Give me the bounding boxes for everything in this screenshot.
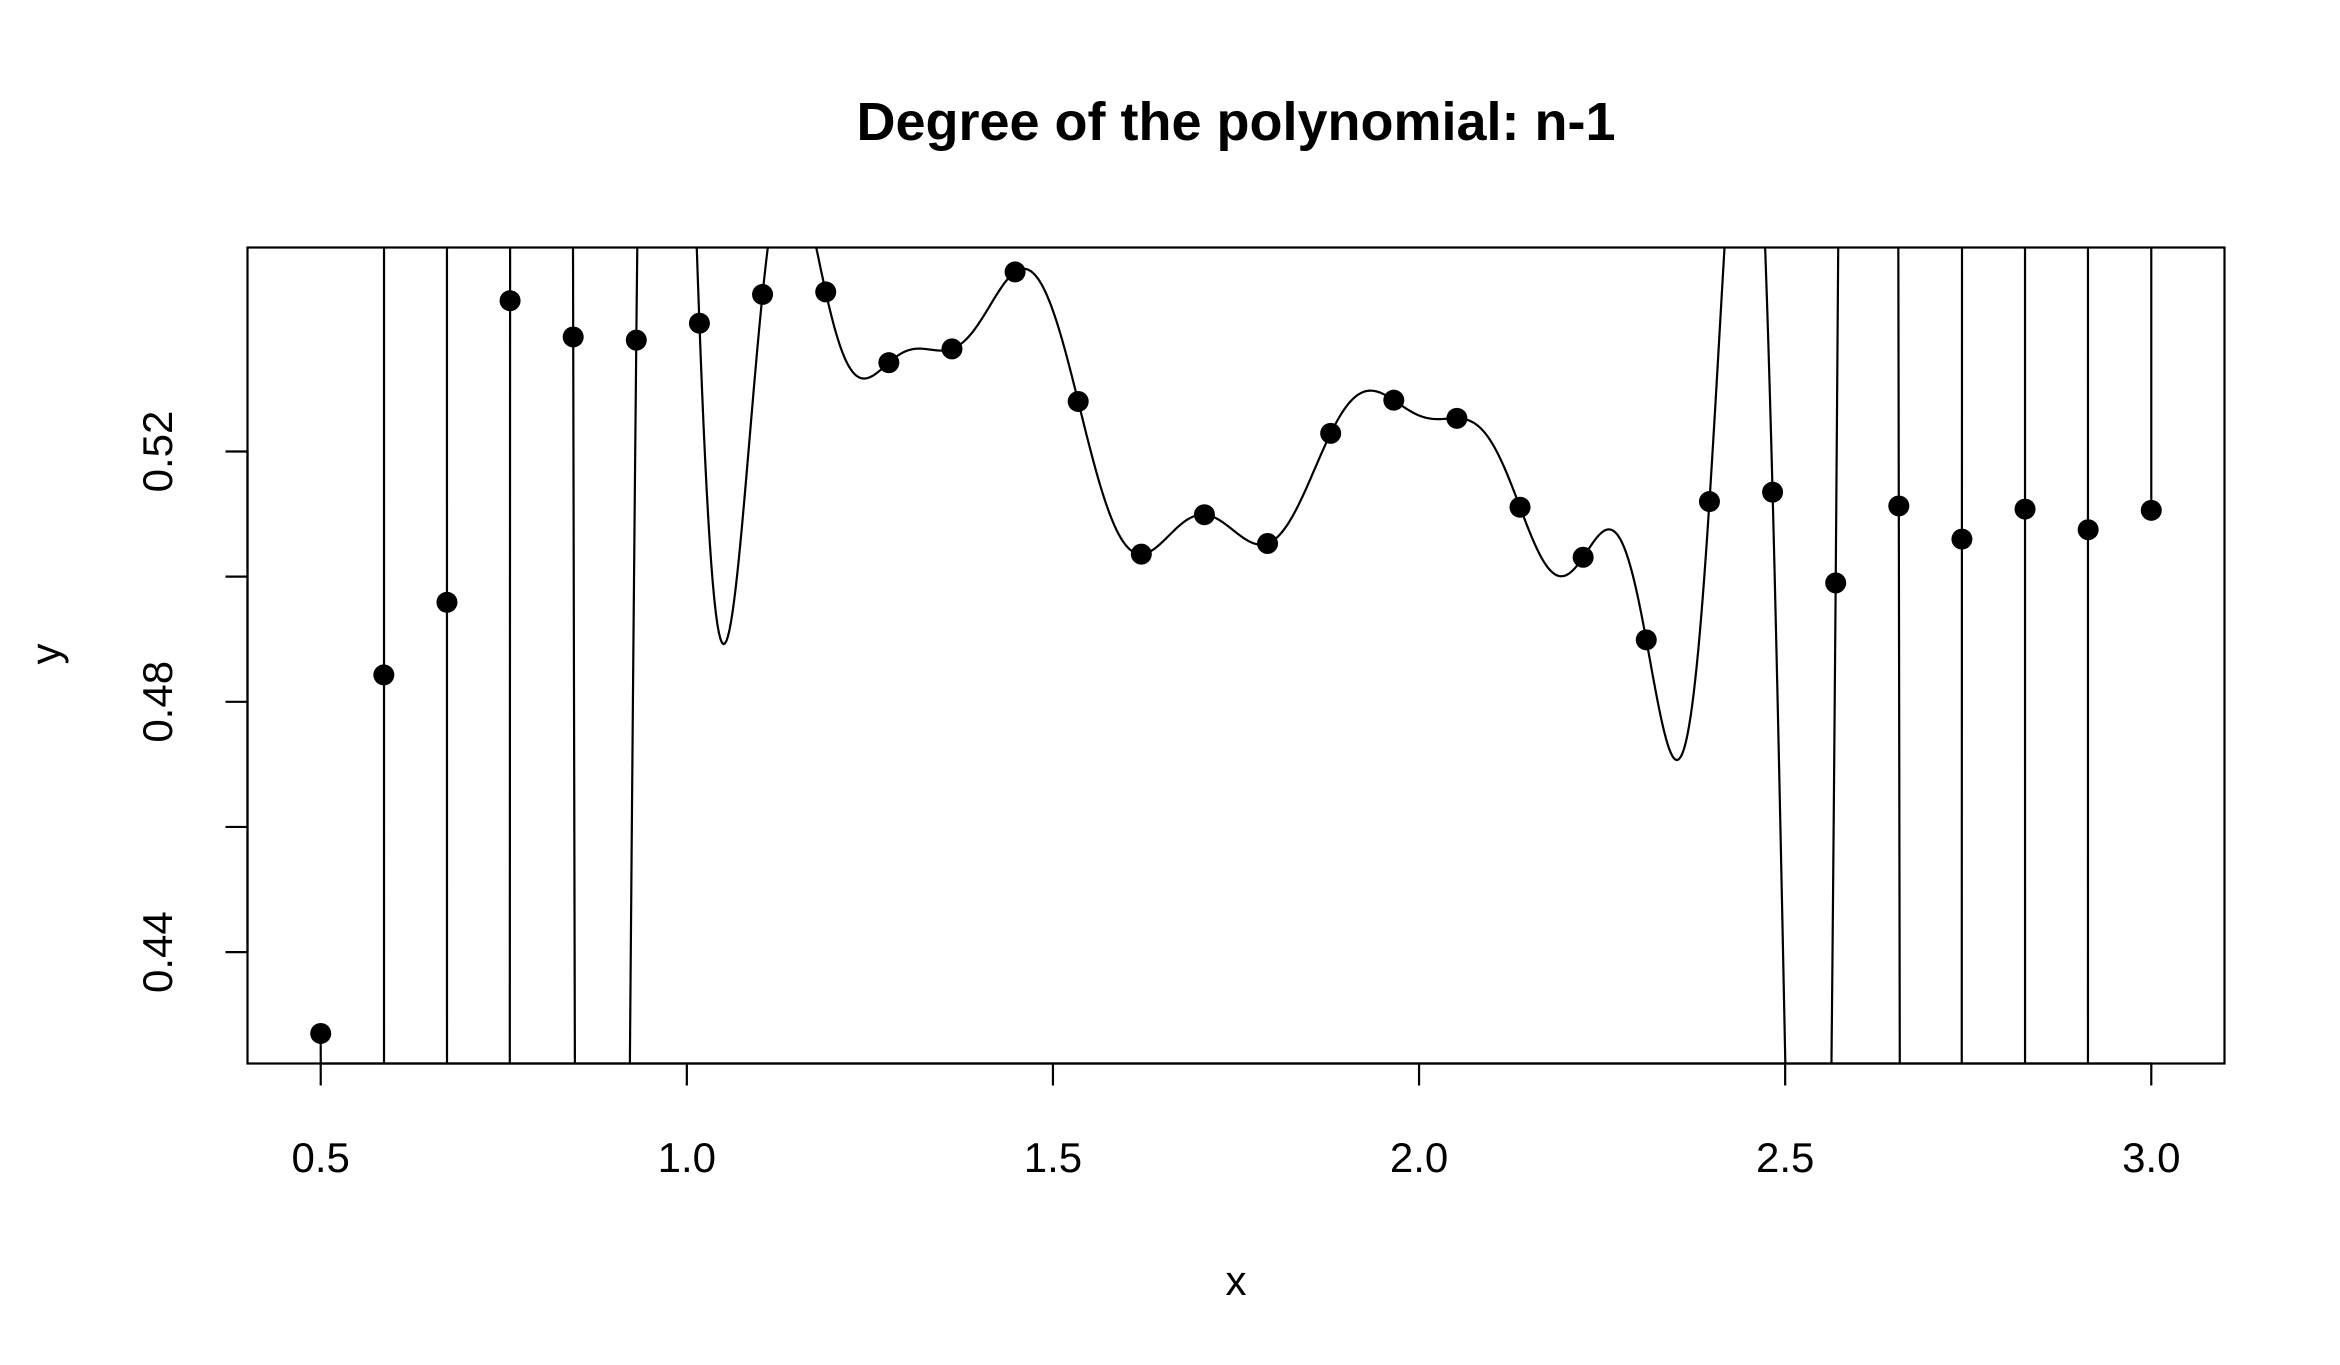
data-point	[310, 1022, 332, 1044]
x-axis-label: x	[1226, 1257, 1247, 1304]
data-point	[1572, 546, 1594, 568]
data-point	[1446, 407, 1468, 429]
data-point	[1888, 495, 1910, 517]
y-tick-label: 0.48	[134, 661, 181, 743]
plot-frame	[246, 246, 2226, 1065]
interpolating-curve	[319, 247, 2153, 1064]
data-point	[688, 312, 710, 334]
x-tick-label: 1.5	[1024, 1134, 1082, 1181]
data-point	[1762, 481, 1784, 503]
data-point	[1257, 532, 1279, 554]
y-tick-label: 0.52	[134, 411, 181, 493]
data-point	[1193, 504, 1215, 526]
data-point	[1320, 422, 1342, 444]
x-tick-label: 3.0	[2122, 1134, 2180, 1181]
data-point	[2014, 498, 2036, 520]
data-point	[562, 326, 584, 348]
x-tick-label: 2.5	[1756, 1134, 1814, 1181]
data-point	[815, 281, 837, 303]
data-point	[2140, 499, 2162, 521]
x-tick-label: 1.0	[658, 1134, 716, 1181]
data-point	[373, 664, 395, 686]
data-point	[1635, 629, 1657, 651]
chart-title: Degree of the polynomial: n-1	[856, 92, 1615, 152]
data-point	[1130, 543, 1152, 565]
data-point	[752, 283, 774, 305]
x-tick-label: 2.0	[1390, 1134, 1448, 1181]
data-point	[1004, 261, 1026, 283]
data-point	[941, 338, 963, 360]
data-point	[878, 352, 900, 374]
data-point	[2077, 519, 2099, 541]
data-point	[1825, 572, 1847, 594]
data-point	[1951, 528, 1973, 550]
data-point	[1698, 491, 1720, 513]
data-point	[1067, 390, 1089, 412]
x-tick-label: 0.5	[292, 1134, 350, 1181]
y-axis-label: y	[22, 644, 69, 665]
data-point	[1383, 389, 1405, 411]
y-tick-label: 0.44	[134, 911, 181, 993]
data-point	[625, 329, 647, 351]
plot-area	[310, 247, 2162, 1064]
data-point	[499, 290, 521, 312]
data-point	[436, 591, 458, 613]
data-point	[1509, 496, 1531, 518]
